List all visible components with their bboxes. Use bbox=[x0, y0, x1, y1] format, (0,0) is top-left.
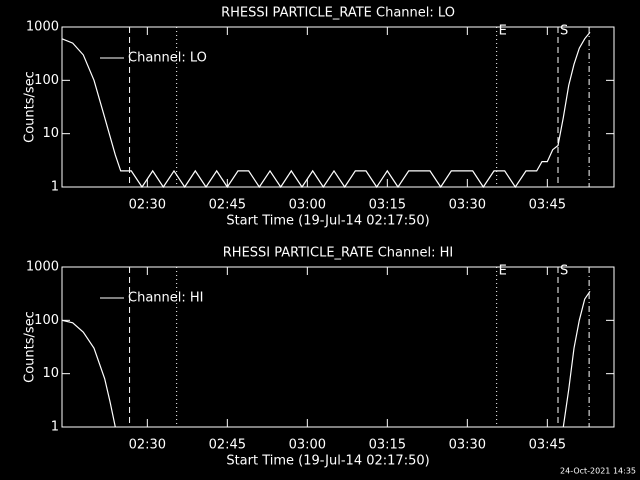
x-tick-label: 03:30 bbox=[449, 198, 486, 213]
y-tick-label: 1000 bbox=[26, 260, 59, 275]
x-tick-label: 03:15 bbox=[369, 198, 406, 213]
event-label: E bbox=[499, 264, 507, 279]
plot-frame bbox=[61, 266, 615, 428]
chart-title: RHESSI PARTICLE_RATE Channel: HI bbox=[223, 246, 453, 261]
y-tick-label: 10 bbox=[42, 126, 59, 141]
footer-date: 24-Oct-2021 14:35 bbox=[560, 467, 636, 476]
chart-title: RHESSI PARTICLE_RATE Channel: LO bbox=[221, 6, 455, 21]
legend-label: Channel: LO bbox=[128, 51, 207, 66]
event-label: S bbox=[560, 24, 568, 39]
data-line bbox=[61, 290, 591, 428]
event-label: S bbox=[560, 264, 568, 279]
legend-label: Channel: HI bbox=[128, 291, 204, 306]
x-tick-label: 02:30 bbox=[129, 198, 166, 213]
y-tick-label: 10 bbox=[42, 366, 59, 381]
plot-frame bbox=[61, 26, 615, 188]
x-axis-title: Start Time (19-Jul-14 02:17:50) bbox=[226, 214, 429, 229]
y-axis-title: Counts/sec bbox=[23, 311, 38, 383]
y-tick-label: 100 bbox=[34, 313, 59, 328]
event-label: E bbox=[499, 24, 507, 39]
x-axis-title: Start Time (19-Jul-14 02:17:50) bbox=[226, 454, 429, 469]
y-tick-label: 1 bbox=[51, 420, 59, 435]
y-tick-label: 1 bbox=[51, 180, 59, 195]
x-tick-label: 03:45 bbox=[529, 198, 566, 213]
x-tick-label: 03:15 bbox=[369, 438, 406, 453]
x-tick-label: 02:45 bbox=[209, 438, 246, 453]
y-tick-label: 100 bbox=[34, 73, 59, 88]
x-tick-label: 02:30 bbox=[129, 438, 166, 453]
x-tick-label: 03:00 bbox=[289, 438, 326, 453]
y-axis-title: Counts/sec bbox=[23, 71, 38, 143]
x-tick-label: 03:45 bbox=[529, 438, 566, 453]
x-tick-label: 02:45 bbox=[209, 198, 246, 213]
x-tick-label: 03:30 bbox=[449, 438, 486, 453]
data-line bbox=[61, 31, 591, 189]
y-tick-label: 1000 bbox=[26, 20, 59, 35]
x-tick-label: 03:00 bbox=[289, 198, 326, 213]
